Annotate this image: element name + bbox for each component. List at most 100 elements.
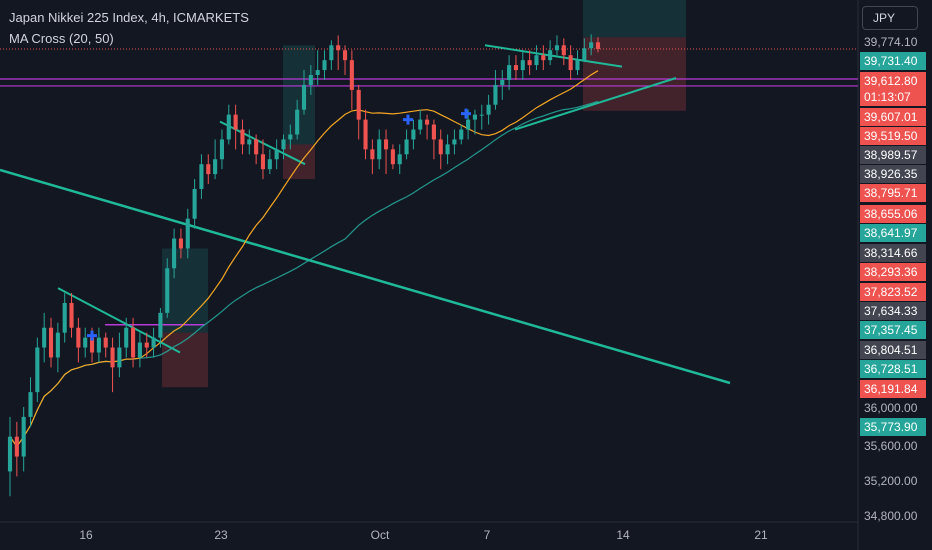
- price-label: 35,200.00: [864, 474, 918, 488]
- candle: [561, 38, 566, 66]
- candle: [178, 228, 183, 259]
- candle-body: [192, 188, 197, 219]
- candle: [192, 179, 197, 229]
- candle: [124, 317, 129, 358]
- candle-body: [254, 139, 259, 155]
- long-downtrend-line: [0, 168, 731, 385]
- candle: [137, 332, 142, 368]
- candle-body: [329, 45, 334, 61]
- candle-body: [185, 218, 190, 249]
- candle-body: [83, 337, 88, 348]
- candle: [479, 104, 484, 130]
- candle-body: [165, 268, 170, 313]
- candle-body: [349, 60, 354, 90]
- candle-body: [7, 436, 13, 472]
- candle: [254, 134, 259, 165]
- price-label: 39,612.80: [860, 72, 926, 106]
- candle: [472, 109, 477, 135]
- candle-body: [466, 119, 471, 130]
- price-label: 39,519.50: [860, 127, 926, 145]
- time-tick-label: 23: [214, 528, 228, 542]
- candle: [425, 114, 430, 140]
- candle-body: [520, 60, 525, 71]
- candle-body: [459, 129, 464, 140]
- candle: [172, 228, 177, 279]
- candle-body: [69, 302, 74, 328]
- candle: [513, 55, 519, 80]
- candle-body: [233, 114, 238, 130]
- candle-body: [295, 109, 300, 135]
- candle: [336, 35, 341, 71]
- price-label: 38,641.97: [860, 224, 926, 242]
- candle-body: [151, 337, 156, 348]
- candle: [356, 84, 361, 140]
- candle-body: [425, 119, 430, 125]
- candle-body: [541, 55, 546, 61]
- chart-title: Japan Nikkei 225 Index, 4h, ICMARKETS: [9, 10, 249, 25]
- candle: [541, 45, 546, 71]
- candle: [83, 327, 88, 358]
- candle-body: [14, 436, 19, 457]
- candle: [377, 129, 382, 170]
- price-label: 36,728.51: [860, 360, 926, 378]
- price-label: 34,800.00: [864, 509, 918, 523]
- candle: [158, 307, 163, 348]
- candle-body: [383, 139, 389, 150]
- candle: [240, 119, 245, 155]
- candle-body: [452, 139, 457, 145]
- candle: [301, 70, 307, 115]
- candle: [383, 129, 389, 175]
- long-position-profit-zone: [162, 248, 208, 333]
- candle: [527, 50, 532, 76]
- candle-body: [390, 149, 395, 165]
- time-tick-label: 16: [79, 528, 93, 542]
- candle: [575, 50, 580, 76]
- price-label: 39,607.01: [860, 108, 926, 126]
- candle: [507, 55, 512, 90]
- candle: [534, 45, 539, 71]
- candle-body: [589, 42, 594, 49]
- candle-body: [89, 337, 95, 353]
- candle: [390, 144, 395, 170]
- candle-body: [199, 164, 204, 189]
- candle: [267, 149, 272, 175]
- candle: [69, 293, 74, 338]
- candle: [213, 139, 218, 180]
- candle-body: [260, 154, 266, 170]
- candle-body: [315, 70, 320, 76]
- price-label: 35,600.00: [864, 439, 918, 453]
- price-label: 38,293.36: [860, 263, 926, 281]
- price-label: 38,795.71: [860, 184, 926, 202]
- candle: [131, 317, 136, 368]
- bar-countdown: 01:13:07: [864, 90, 911, 104]
- ma-20-line: [9, 70, 599, 448]
- candle-body: [363, 119, 368, 150]
- candle-body: [158, 312, 163, 338]
- candle: [500, 70, 505, 100]
- candle-body: [397, 154, 402, 165]
- candle: [363, 109, 368, 160]
- candle-body: [595, 42, 601, 49]
- price-label: 37,823.52: [860, 283, 926, 301]
- candle-body: [240, 129, 245, 145]
- candle: [206, 154, 211, 185]
- candle: [144, 332, 149, 358]
- candle-body: [28, 392, 33, 417]
- candle: [493, 70, 498, 110]
- price-label: 38,989.57: [860, 146, 926, 164]
- candle-body: [21, 416, 26, 457]
- candle: [438, 129, 443, 170]
- candle-body: [500, 79, 505, 85]
- candle-body: [486, 104, 491, 115]
- candle: [103, 332, 108, 358]
- candle: [117, 332, 122, 378]
- ma-cross-marker: [403, 114, 413, 125]
- currency-selector[interactable]: JPY: [862, 6, 918, 30]
- candle: [288, 124, 293, 150]
- candle: [520, 50, 525, 80]
- candle-body: [274, 149, 279, 160]
- candle-body: [548, 50, 553, 61]
- candle: [247, 129, 252, 155]
- candle-body: [178, 238, 183, 249]
